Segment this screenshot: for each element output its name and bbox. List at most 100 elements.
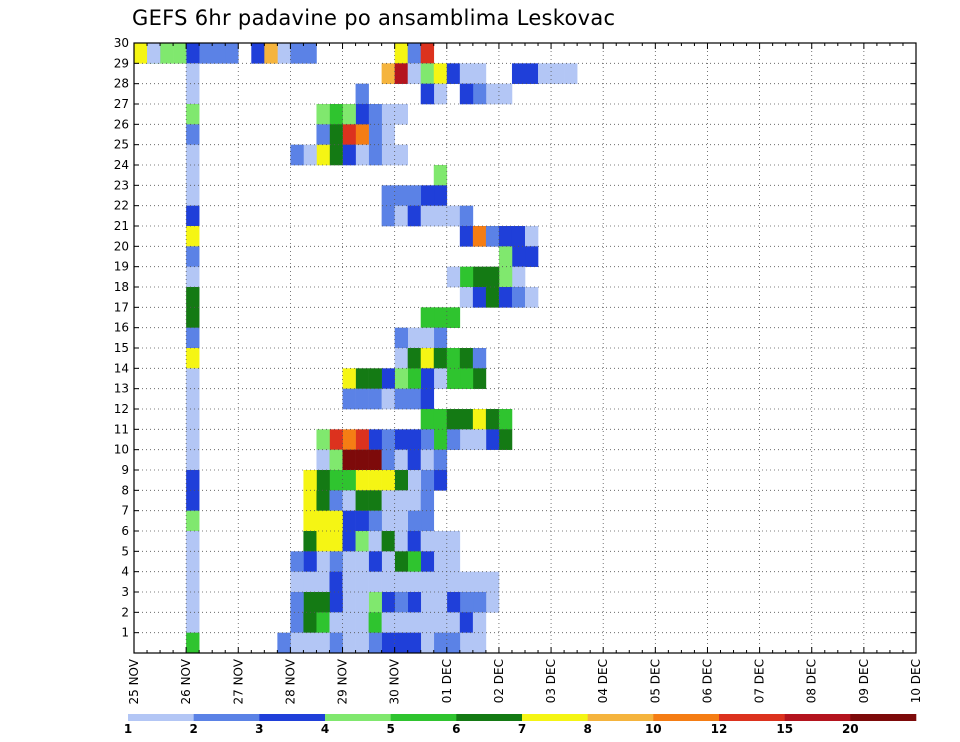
colorbar-label: 10 (645, 722, 662, 736)
heatmap-cell (472, 429, 487, 450)
heatmap-cell (316, 571, 330, 593)
heatmap-cell (329, 470, 343, 491)
colorbar-swatch (128, 714, 194, 721)
heatmap-cell (355, 612, 369, 633)
heatmap-cell (407, 429, 422, 450)
heatmap-cell (446, 571, 461, 593)
heatmap-cell (381, 368, 395, 389)
heatmap-cell (160, 43, 174, 64)
heatmap-cell (355, 124, 369, 145)
heatmap-cell (472, 571, 487, 593)
heatmap-cell (446, 266, 461, 288)
heatmap-cell (459, 612, 474, 633)
y-tick-label: 6 (121, 524, 129, 538)
heatmap-cell (433, 449, 448, 471)
heatmap-cell (355, 449, 369, 471)
heatmap-cell (459, 592, 474, 613)
x-tick-label: 10 DEC (909, 659, 923, 703)
x-tick-label: 03 DEC (544, 659, 558, 703)
heatmap-cell (381, 571, 395, 593)
heatmap-cell (420, 185, 435, 206)
y-tick-label: 17 (114, 300, 129, 314)
heatmap-cell (329, 144, 343, 166)
heatmap-cell (173, 43, 187, 64)
x-tick-labels: 25 NOV 26 NOV 27 NOV 28 NOV 29 NOV 30 NOV 01 D… (127, 658, 923, 704)
heatmap-cell (446, 429, 461, 450)
heatmap-cell (186, 307, 200, 328)
heatmap-cell (368, 551, 382, 572)
heatmap-cell (212, 43, 226, 64)
heatmap-cell (186, 43, 200, 64)
y-tick-label: 18 (114, 280, 129, 294)
heatmap-cell (394, 449, 408, 471)
heatmap-cell (329, 429, 343, 450)
heatmap-cell (407, 592, 422, 613)
heatmap-cell (459, 83, 474, 105)
colorbar-swatch (456, 714, 523, 721)
heatmap-cell (498, 287, 513, 308)
heatmap-cell (329, 612, 343, 633)
heatmap-cell (186, 348, 200, 369)
heatmap-cell (459, 266, 474, 288)
heatmap-cell (420, 470, 435, 491)
heatmap-cell (394, 490, 408, 511)
heatmap-cell (186, 226, 200, 247)
heatmap-cell (290, 551, 304, 572)
colorbar-swatch (719, 714, 785, 721)
x-tick-label: 07 DEC (753, 659, 767, 703)
heatmap-cell (407, 449, 422, 471)
heatmap-cell (472, 83, 487, 105)
heatmap-cell (368, 571, 382, 593)
heatmap-cell (186, 83, 200, 105)
heatmap-cell (303, 43, 317, 64)
heatmap-cell (446, 612, 461, 633)
heatmap-cell (472, 368, 487, 389)
heatmap-cell (342, 571, 356, 593)
heatmap-cell (342, 429, 356, 450)
heatmap-cell (368, 388, 382, 410)
heatmap-cell (407, 571, 422, 593)
heatmap-cell (329, 490, 343, 511)
heatmap-cell (186, 246, 200, 267)
heatmap-cell (433, 83, 448, 105)
heatmap-cell (446, 592, 461, 613)
colorbar-label: 15 (776, 722, 793, 736)
heatmap-cell (186, 551, 200, 572)
heatmap-cell (355, 490, 369, 511)
heatmap-cell (433, 612, 448, 633)
heatmap-cell (355, 388, 369, 410)
x-tick-label: 26 NOV (179, 658, 193, 704)
heatmap-cell (186, 592, 200, 613)
heatmap-cell (394, 612, 408, 633)
heatmap-cell (433, 409, 448, 430)
y-tick-label: 10 (114, 443, 129, 457)
heatmap-cell (342, 470, 356, 491)
x-tick-label: 30 NOV (388, 658, 402, 704)
heatmap-cell (459, 226, 474, 247)
heatmap-cell (316, 490, 330, 511)
heatmap-cell (420, 327, 435, 349)
heatmap-cell (303, 551, 317, 572)
colorbar-swatch (653, 714, 720, 721)
heatmap-cell (498, 246, 513, 267)
heatmap-cell (186, 449, 200, 471)
heatmap-cell (303, 510, 317, 532)
heatmap-cell (394, 571, 408, 593)
colorbar-swatch (325, 714, 391, 721)
heatmap-cell (433, 592, 448, 613)
heatmap-cell (433, 551, 448, 572)
heatmap-cell (381, 388, 395, 410)
heatmap-cell (525, 226, 539, 247)
colorbar-label: 5 (387, 722, 395, 736)
heatmap-cell (316, 144, 330, 166)
heatmap-cell (485, 429, 500, 450)
heatmap-cell (342, 144, 356, 166)
heatmap-cell (420, 388, 435, 410)
x-tick-label: 01 DEC (440, 659, 454, 703)
x-tick-label: 27 NOV (231, 658, 245, 704)
heatmap-cell (446, 531, 461, 552)
heatmap-cell (355, 510, 369, 532)
heatmap-cell (446, 632, 461, 654)
heatmap-cell (485, 266, 500, 288)
colorbar-swatch (587, 714, 654, 721)
